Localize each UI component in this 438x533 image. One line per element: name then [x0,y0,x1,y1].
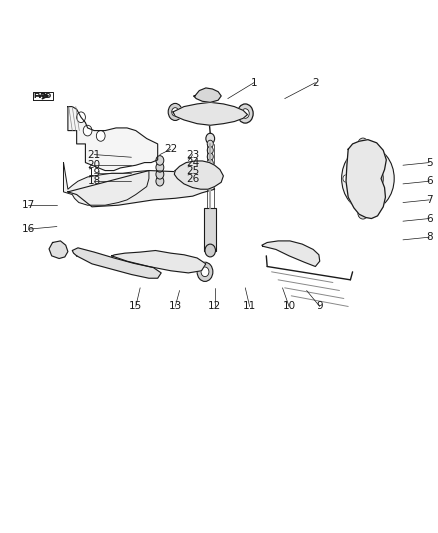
Circle shape [206,133,215,144]
Text: 7: 7 [426,195,433,205]
Polygon shape [68,171,215,207]
Circle shape [358,138,368,151]
Text: 21: 21 [88,150,101,159]
Text: 25: 25 [186,166,199,175]
Circle shape [156,176,164,186]
Circle shape [342,147,394,211]
Circle shape [207,147,213,154]
Polygon shape [174,161,223,189]
Circle shape [172,108,179,116]
Text: 26: 26 [186,174,199,183]
Circle shape [361,171,374,187]
Text: 22: 22 [164,144,177,154]
Polygon shape [262,241,320,266]
Circle shape [201,267,209,277]
Circle shape [156,163,164,172]
Circle shape [156,169,164,179]
Polygon shape [112,251,206,273]
Text: 19: 19 [88,168,101,178]
Circle shape [376,152,382,159]
Text: 23: 23 [186,150,199,159]
Circle shape [207,140,213,148]
Text: 24: 24 [186,158,199,167]
Polygon shape [194,88,221,102]
Text: 16: 16 [22,224,35,234]
Text: 13: 13 [169,302,182,311]
Text: 17: 17 [22,200,35,210]
Circle shape [207,153,213,160]
Text: FWD: FWD [34,93,52,99]
Circle shape [376,198,382,205]
Circle shape [96,131,105,141]
Circle shape [156,156,164,165]
Polygon shape [173,102,247,125]
Text: 1: 1 [251,78,258,87]
Text: 6: 6 [426,214,433,223]
Polygon shape [33,92,53,100]
Text: 6: 6 [426,176,433,186]
Text: 20: 20 [88,160,101,170]
Text: 10: 10 [283,302,296,311]
Circle shape [54,245,63,256]
Circle shape [237,104,253,123]
Polygon shape [64,163,149,205]
Polygon shape [49,241,68,259]
Text: 8: 8 [426,232,433,242]
Circle shape [241,109,249,118]
Text: 9: 9 [316,302,323,311]
Circle shape [353,160,383,197]
Text: 2: 2 [312,78,319,87]
Circle shape [205,244,215,257]
Bar [204,208,216,251]
Text: 5: 5 [426,158,433,167]
Circle shape [168,103,182,120]
Circle shape [207,159,213,167]
Text: 15: 15 [129,302,142,311]
Polygon shape [72,248,161,278]
Text: 11: 11 [243,302,256,311]
Polygon shape [346,140,386,219]
Polygon shape [68,107,158,171]
Text: 18: 18 [88,176,101,186]
Circle shape [83,125,92,136]
Circle shape [77,112,85,123]
Text: 12: 12 [208,302,221,311]
Circle shape [197,262,213,281]
Circle shape [358,206,368,219]
Circle shape [343,175,349,182]
